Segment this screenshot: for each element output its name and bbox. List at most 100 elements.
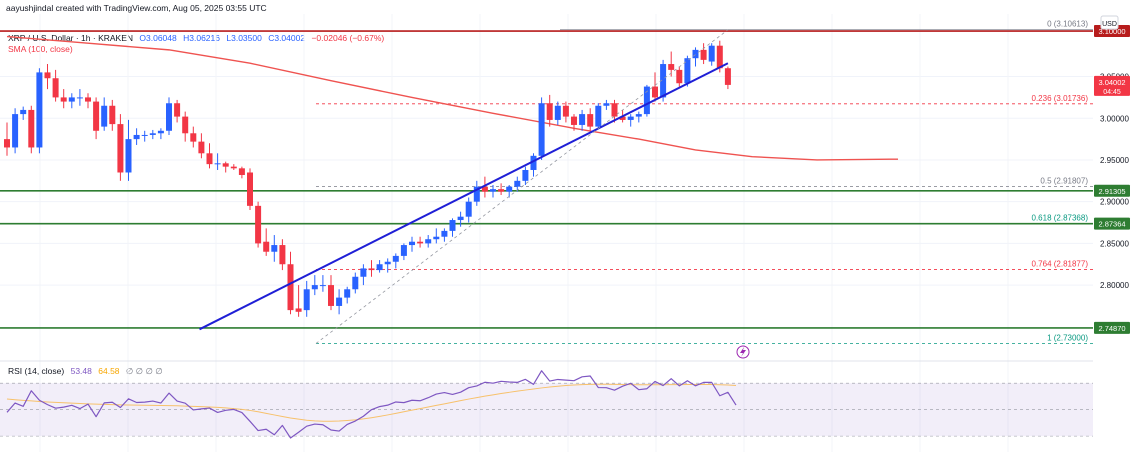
legend-high: H3.06216	[183, 33, 220, 43]
rsi-label[interactable]: RSI (14, close)	[8, 366, 65, 376]
candle	[473, 180, 480, 206]
candle-body	[68, 97, 75, 102]
symbol-legend: XRP / U.S. Dollar · 1h · KRAKEN O3.06048…	[8, 33, 388, 43]
candle-body	[376, 264, 383, 271]
candle-body	[676, 69, 683, 84]
currency-label: USD	[1102, 21, 1117, 28]
candle-body	[109, 105, 116, 125]
candle	[627, 114, 634, 127]
candle-body	[149, 133, 156, 135]
level-price-label: 3.10000	[1098, 27, 1125, 36]
candle-body	[449, 220, 456, 231]
candle-body	[409, 241, 415, 246]
candle	[457, 211, 464, 227]
price-tick-label: 3.00000	[1100, 114, 1129, 123]
candle-body	[571, 116, 577, 125]
candle-body	[12, 114, 19, 148]
lightning-icon[interactable]	[736, 345, 750, 359]
candle-body	[182, 116, 189, 134]
candle-body	[133, 134, 140, 140]
candle	[546, 94, 553, 127]
candle-body	[481, 186, 488, 192]
current-price-tag	[1094, 75, 1130, 96]
candle-body	[716, 45, 723, 69]
candle	[101, 97, 108, 131]
candle-body	[498, 189, 505, 192]
candle	[425, 235, 432, 248]
candle	[174, 99, 181, 123]
candle-body	[352, 276, 359, 290]
candle-body	[611, 103, 618, 117]
level-price-tag	[1094, 217, 1130, 230]
candle	[303, 280, 310, 317]
legend-symbol[interactable]: XRP / U.S. Dollar · 1h · KRAKEN	[8, 33, 134, 43]
candles[interactable]	[4, 40, 731, 317]
candle	[190, 126, 197, 148]
price-tick-label: 2.85000	[1100, 239, 1129, 248]
level-price-label: 2.87364	[1098, 220, 1125, 229]
candle-body	[514, 180, 521, 187]
candle	[52, 69, 59, 102]
candle-body	[619, 116, 626, 120]
candle	[611, 99, 618, 123]
candle-body	[125, 139, 132, 173]
candle-body	[400, 245, 407, 256]
candle-body	[93, 101, 100, 131]
candle-body	[222, 163, 229, 167]
candle	[76, 89, 83, 106]
candle	[465, 197, 472, 223]
trendline[interactable]	[199, 29, 729, 344]
candle-body	[708, 45, 715, 62]
candle	[660, 59, 667, 102]
candle-body	[700, 49, 707, 60]
candle-body	[384, 261, 391, 265]
candle-body	[279, 245, 286, 265]
candle-body	[579, 114, 586, 125]
candle	[141, 130, 148, 142]
candle	[449, 218, 456, 237]
candle	[44, 64, 51, 90]
candle	[409, 236, 415, 252]
candle	[157, 128, 164, 140]
price-axis[interactable]: 3.050003.000002.950002.900002.850002.800…	[1093, 0, 1140, 453]
candle	[352, 272, 359, 294]
fib-label: 0.764 (2.81877)	[1032, 259, 1089, 268]
chart-header: aayushjindal created with TradingView.co…	[6, 3, 267, 13]
candle-body	[287, 264, 294, 311]
candle-body	[490, 189, 496, 192]
price-levels: 0 (3.10613) 0.236 (3.01736) 0.5 (2.91807) 0…	[0, 20, 1093, 344]
candle-body	[660, 64, 667, 98]
fib-label: 0.5 (2.91807)	[1040, 177, 1088, 186]
candle	[490, 185, 496, 198]
candle-body	[214, 163, 221, 165]
candle-body	[28, 109, 35, 148]
candle	[230, 164, 237, 170]
candle-body	[724, 68, 731, 85]
candle	[85, 93, 91, 109]
candle	[530, 153, 537, 177]
candle-body	[635, 114, 642, 117]
candle	[652, 72, 658, 102]
candle-body	[166, 103, 172, 131]
candle-body	[303, 289, 310, 311]
candle	[198, 133, 205, 159]
candle	[522, 166, 529, 185]
candle	[328, 275, 334, 311]
price-tick-label: 2.90000	[1100, 198, 1129, 207]
rsi-ma-value: 64.58	[98, 366, 120, 376]
candle-body	[692, 49, 699, 59]
rsi-value: 53.48	[70, 366, 92, 376]
candle-body	[247, 172, 253, 206]
candle-body	[44, 72, 51, 79]
price-tick-label: 2.95000	[1100, 156, 1129, 165]
level-price-label: 2.74870	[1098, 324, 1125, 333]
candle-body	[198, 141, 205, 154]
candle	[692, 47, 699, 67]
currency-icon[interactable]: USD	[1100, 15, 1119, 30]
candle	[571, 114, 577, 131]
candle	[133, 128, 140, 145]
candle	[514, 176, 521, 192]
candle-body	[473, 186, 480, 202]
candle	[360, 264, 367, 286]
